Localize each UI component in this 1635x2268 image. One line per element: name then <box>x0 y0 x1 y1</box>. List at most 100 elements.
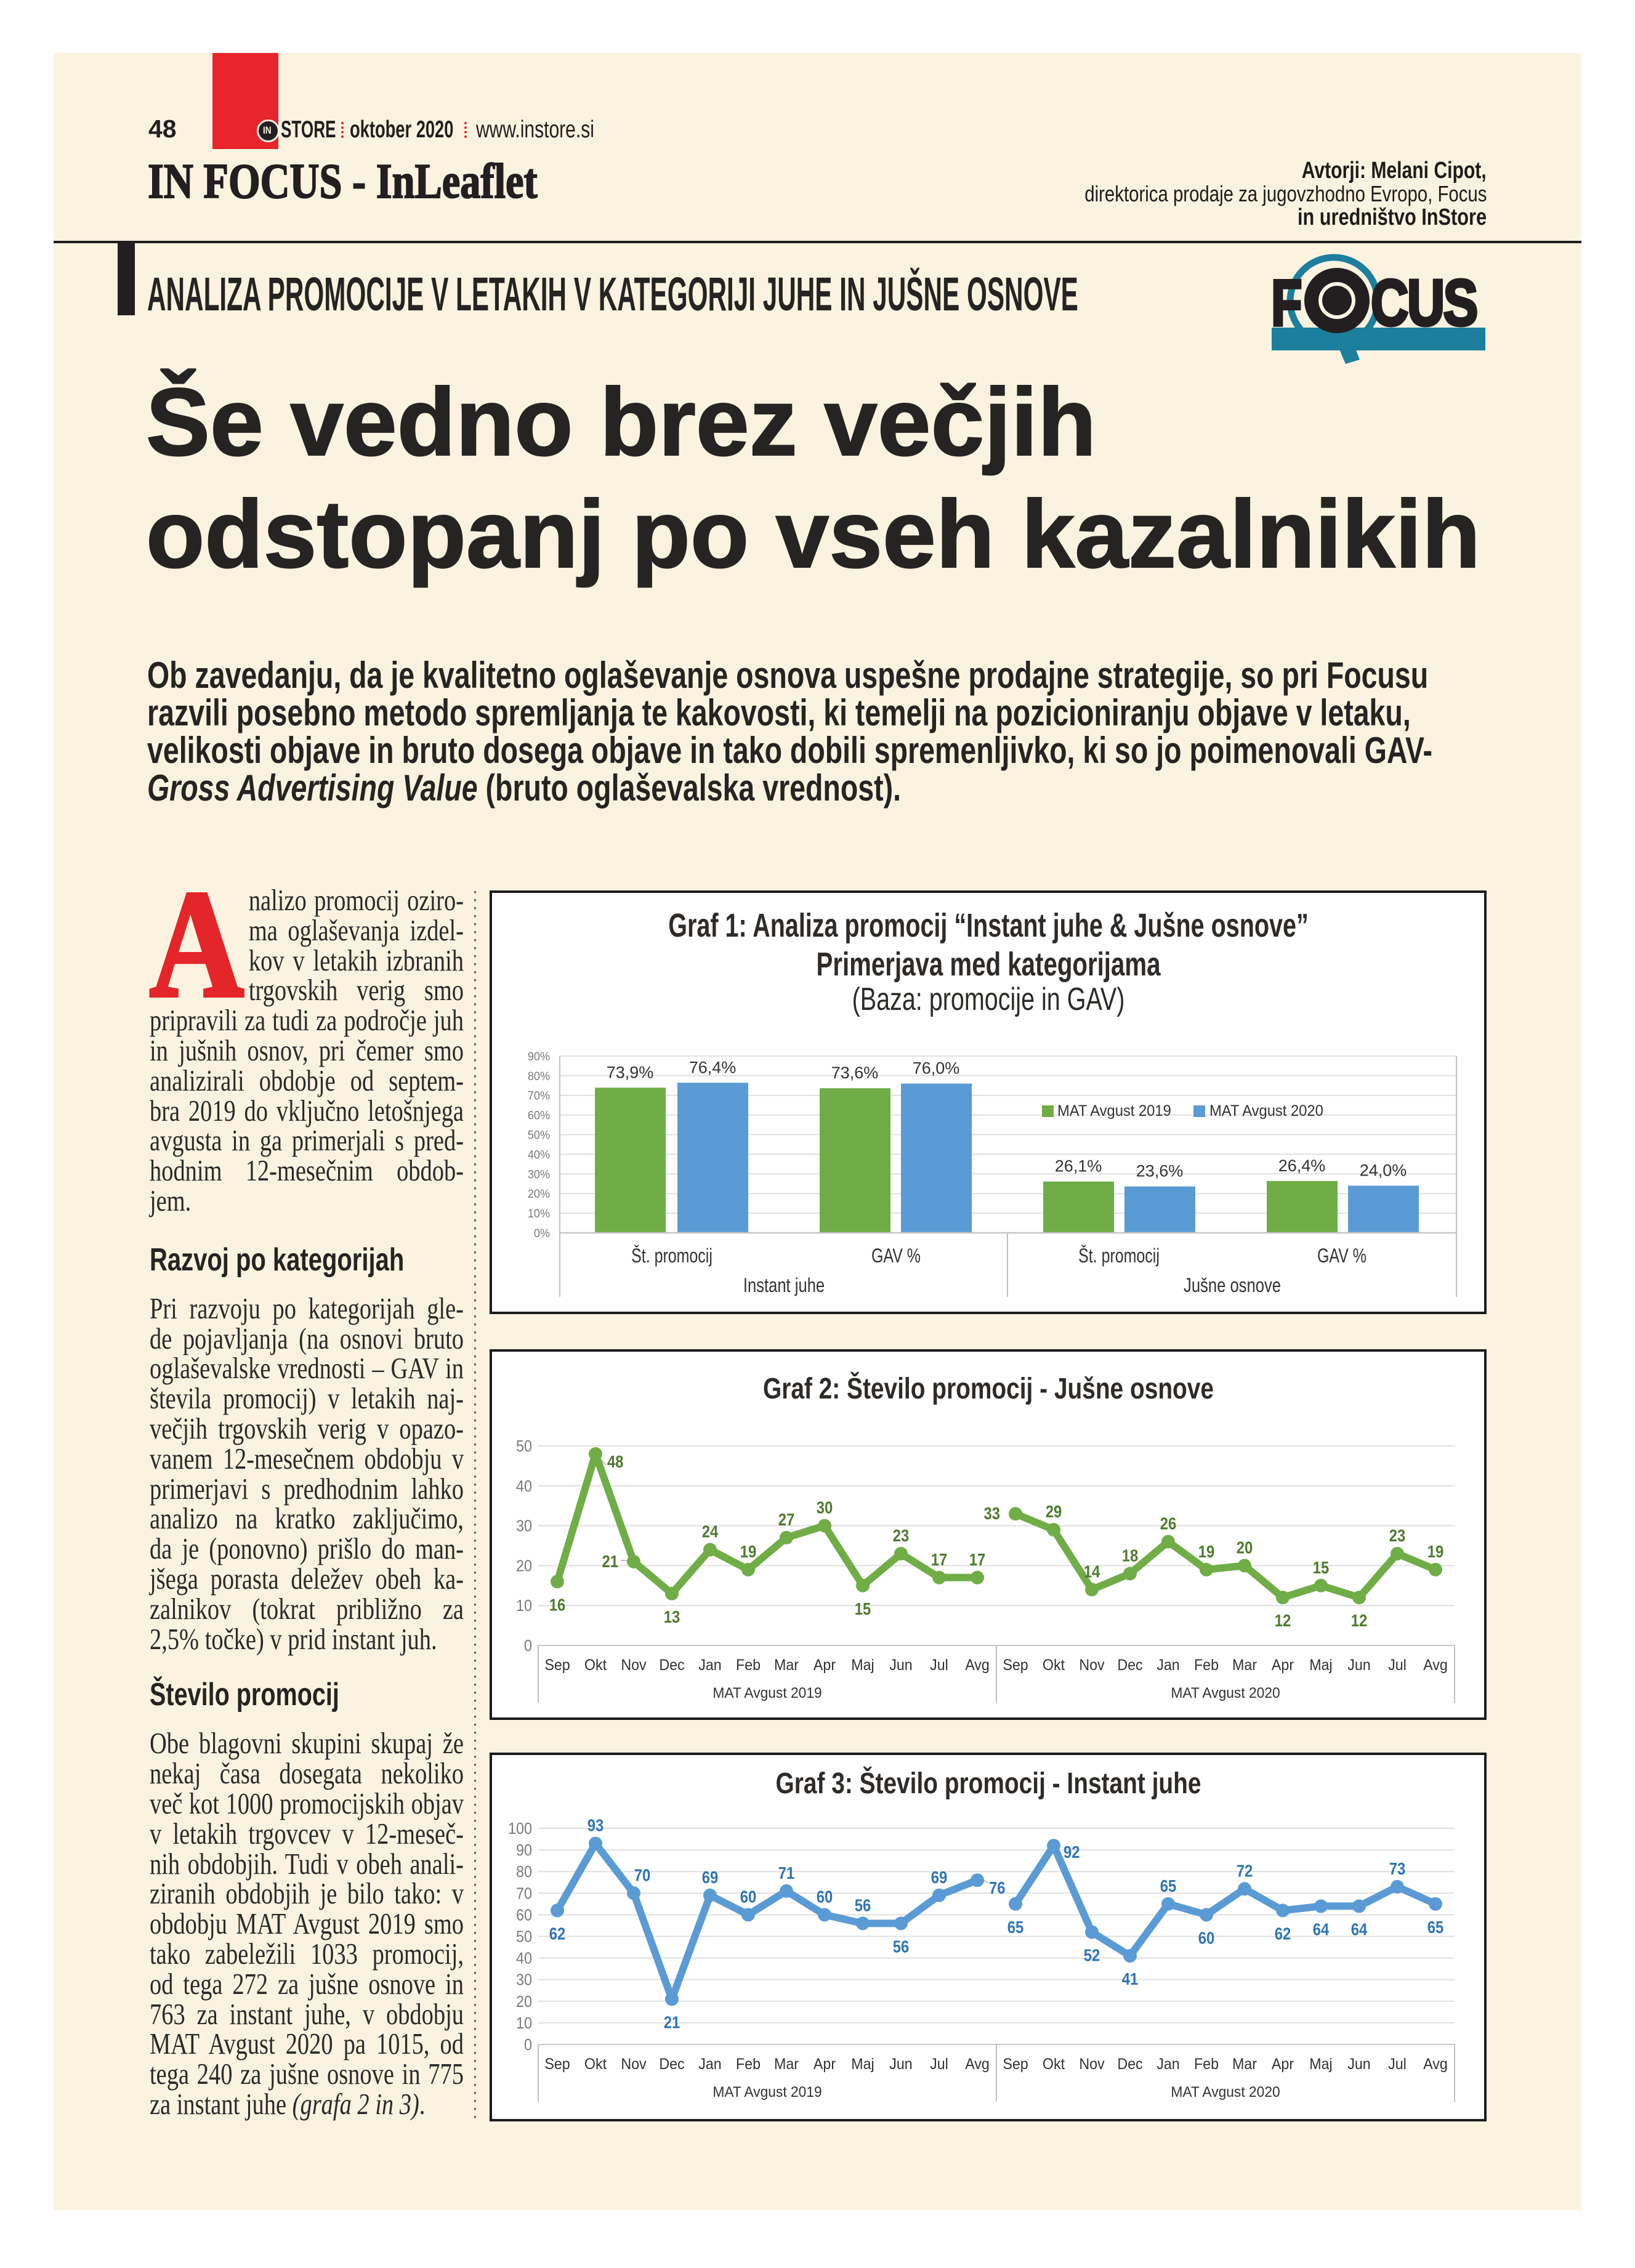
svg-text:Jul: Jul <box>1388 2056 1407 2073</box>
svg-text:Okt: Okt <box>584 2056 607 2073</box>
svg-text:Nov: Nov <box>1079 2056 1104 2073</box>
svg-text:30: 30 <box>817 1498 833 1517</box>
svg-text:Maj: Maj <box>1309 2056 1332 2073</box>
svg-text:17: 17 <box>969 1549 985 1569</box>
svg-text:Maj: Maj <box>851 2056 874 2073</box>
svg-text:Sep: Sep <box>1003 2056 1028 2073</box>
svg-text:12: 12 <box>1351 1610 1367 1630</box>
svg-text:65: 65 <box>1007 1917 1023 1937</box>
svg-text:Graf 2: Število promocij - Juš: Graf 2: Število promocij - Jušne osnove <box>763 1371 1214 1405</box>
svg-text:16: 16 <box>549 1594 565 1614</box>
svg-text:76: 76 <box>989 1878 1005 1897</box>
svg-text:100: 100 <box>508 1820 532 1838</box>
svg-text:0%: 0% <box>534 1227 550 1240</box>
svg-text:71: 71 <box>778 1863 794 1883</box>
svg-text:Avg: Avg <box>965 2056 990 2073</box>
svg-text:Jun: Jun <box>1347 2056 1370 2073</box>
svg-text:41: 41 <box>1122 1969 1138 1988</box>
svg-text:12: 12 <box>1275 1610 1291 1630</box>
svg-text:90: 90 <box>516 1842 532 1859</box>
svg-text:F: F <box>1271 267 1302 339</box>
svg-text:23: 23 <box>1389 1525 1405 1545</box>
svg-text:10%: 10% <box>528 1207 550 1221</box>
svg-text:10: 10 <box>516 2015 532 2032</box>
svg-text:Jul: Jul <box>930 1657 948 1674</box>
svg-text:Nov: Nov <box>621 1657 646 1674</box>
svg-text:GAV %: GAV % <box>1317 1245 1367 1267</box>
svg-text:Jušne osnove: Jušne osnove <box>1184 1275 1281 1296</box>
svg-text:60: 60 <box>516 1907 532 1924</box>
svg-text:Okt: Okt <box>584 1657 607 1674</box>
svg-text:Okt: Okt <box>1043 2056 1065 2073</box>
svg-text:Dec: Dec <box>659 1657 684 1674</box>
svg-text:GAV %: GAV % <box>871 1245 921 1267</box>
svg-text:Jan: Jan <box>698 1657 721 1674</box>
svg-text:56: 56 <box>855 1895 871 1915</box>
svg-text:20: 20 <box>516 1557 532 1575</box>
svg-text:50%: 50% <box>528 1128 550 1142</box>
svg-text:CUS: CUS <box>1371 267 1477 339</box>
svg-text:Jun: Jun <box>1347 1657 1370 1674</box>
svg-text:MAT Avgust 2019: MAT Avgust 2019 <box>713 2083 822 2100</box>
svg-text:21: 21 <box>664 2012 680 2032</box>
svg-text:MAT Avgust 2019: MAT Avgust 2019 <box>1057 1102 1171 1120</box>
svg-text:60: 60 <box>740 1887 756 1907</box>
svg-text:20: 20 <box>516 1993 532 2011</box>
svg-text:69: 69 <box>931 1867 947 1887</box>
svg-text:(Baza: promocije in GAV): (Baza: promocije in GAV) <box>852 981 1125 1017</box>
svg-text:Apr: Apr <box>813 2056 836 2073</box>
svg-text:13: 13 <box>664 1607 680 1626</box>
svg-text:92: 92 <box>1064 1842 1080 1862</box>
svg-text:60: 60 <box>1198 1928 1214 1948</box>
svg-text:Dec: Dec <box>1117 2056 1142 2073</box>
svg-text:Št. promocij: Št. promocij <box>1078 1244 1160 1267</box>
svg-text:29: 29 <box>1046 1501 1062 1521</box>
svg-text:Feb: Feb <box>1194 1657 1219 1674</box>
svg-text:30: 30 <box>516 1518 532 1535</box>
svg-text:Graf 3: Število promocij - Ins: Graf 3: Število promocij - Instant juhe <box>776 1766 1201 1800</box>
svg-text:MAT Avgust 2020: MAT Avgust 2020 <box>1171 2083 1280 2100</box>
svg-text:26,1%: 26,1% <box>1055 1157 1102 1176</box>
svg-text:Sep: Sep <box>1003 1657 1028 1674</box>
svg-text:48: 48 <box>607 1451 623 1471</box>
svg-text:33: 33 <box>984 1503 1000 1523</box>
svg-text:18: 18 <box>1122 1546 1138 1565</box>
svg-text:Avg: Avg <box>965 1657 990 1674</box>
svg-text:Jun: Jun <box>889 1657 912 1674</box>
svg-text:MAT Avgust 2020: MAT Avgust 2020 <box>1209 1102 1323 1120</box>
svg-text:64: 64 <box>1313 1919 1330 1939</box>
svg-text:72: 72 <box>1237 1860 1253 1880</box>
svg-text:70: 70 <box>516 1885 532 1902</box>
svg-text:60: 60 <box>817 1887 833 1907</box>
svg-text:70%: 70% <box>528 1089 550 1102</box>
svg-text:Nov: Nov <box>621 2056 646 2073</box>
svg-text:26,4%: 26,4% <box>1278 1156 1326 1175</box>
svg-text:69: 69 <box>702 1867 718 1887</box>
svg-text:Avg: Avg <box>1423 1657 1448 1674</box>
svg-text:Apr: Apr <box>813 1657 836 1674</box>
svg-text:0: 0 <box>524 2036 532 2054</box>
svg-text:Graf 1: Analiza promocij “Inst: Graf 1: Analiza promocij “Instant juhe &… <box>668 907 1308 944</box>
svg-text:56: 56 <box>893 1937 909 1956</box>
svg-text:62: 62 <box>549 1924 565 1943</box>
svg-text:Dec: Dec <box>1117 1657 1142 1674</box>
svg-text:Maj: Maj <box>851 1657 874 1674</box>
svg-text:76,4%: 76,4% <box>689 1058 737 1076</box>
svg-text:76,0%: 76,0% <box>913 1059 960 1078</box>
svg-text:MAT Avgust 2020: MAT Avgust 2020 <box>1171 1684 1280 1701</box>
svg-text:17: 17 <box>931 1549 947 1569</box>
svg-text:40%: 40% <box>528 1148 550 1161</box>
svg-text:Dec: Dec <box>659 2056 684 2073</box>
svg-text:Nov: Nov <box>1079 1657 1104 1674</box>
svg-text:52: 52 <box>1084 1945 1100 1965</box>
svg-text:Št. promocij: Št. promocij <box>631 1244 713 1267</box>
svg-text:Mar: Mar <box>1232 1657 1257 1674</box>
svg-text:Primerjava med kategorijama: Primerjava med kategorijama <box>817 946 1161 983</box>
svg-text:19: 19 <box>1427 1541 1443 1561</box>
svg-text:Jul: Jul <box>930 2056 948 2073</box>
svg-text:Mar: Mar <box>774 2056 799 2073</box>
svg-text:21: 21 <box>602 1551 618 1571</box>
svg-text:Feb: Feb <box>1194 2056 1219 2073</box>
svg-text:80: 80 <box>516 1863 532 1881</box>
svg-text:Jun: Jun <box>889 2056 912 2073</box>
